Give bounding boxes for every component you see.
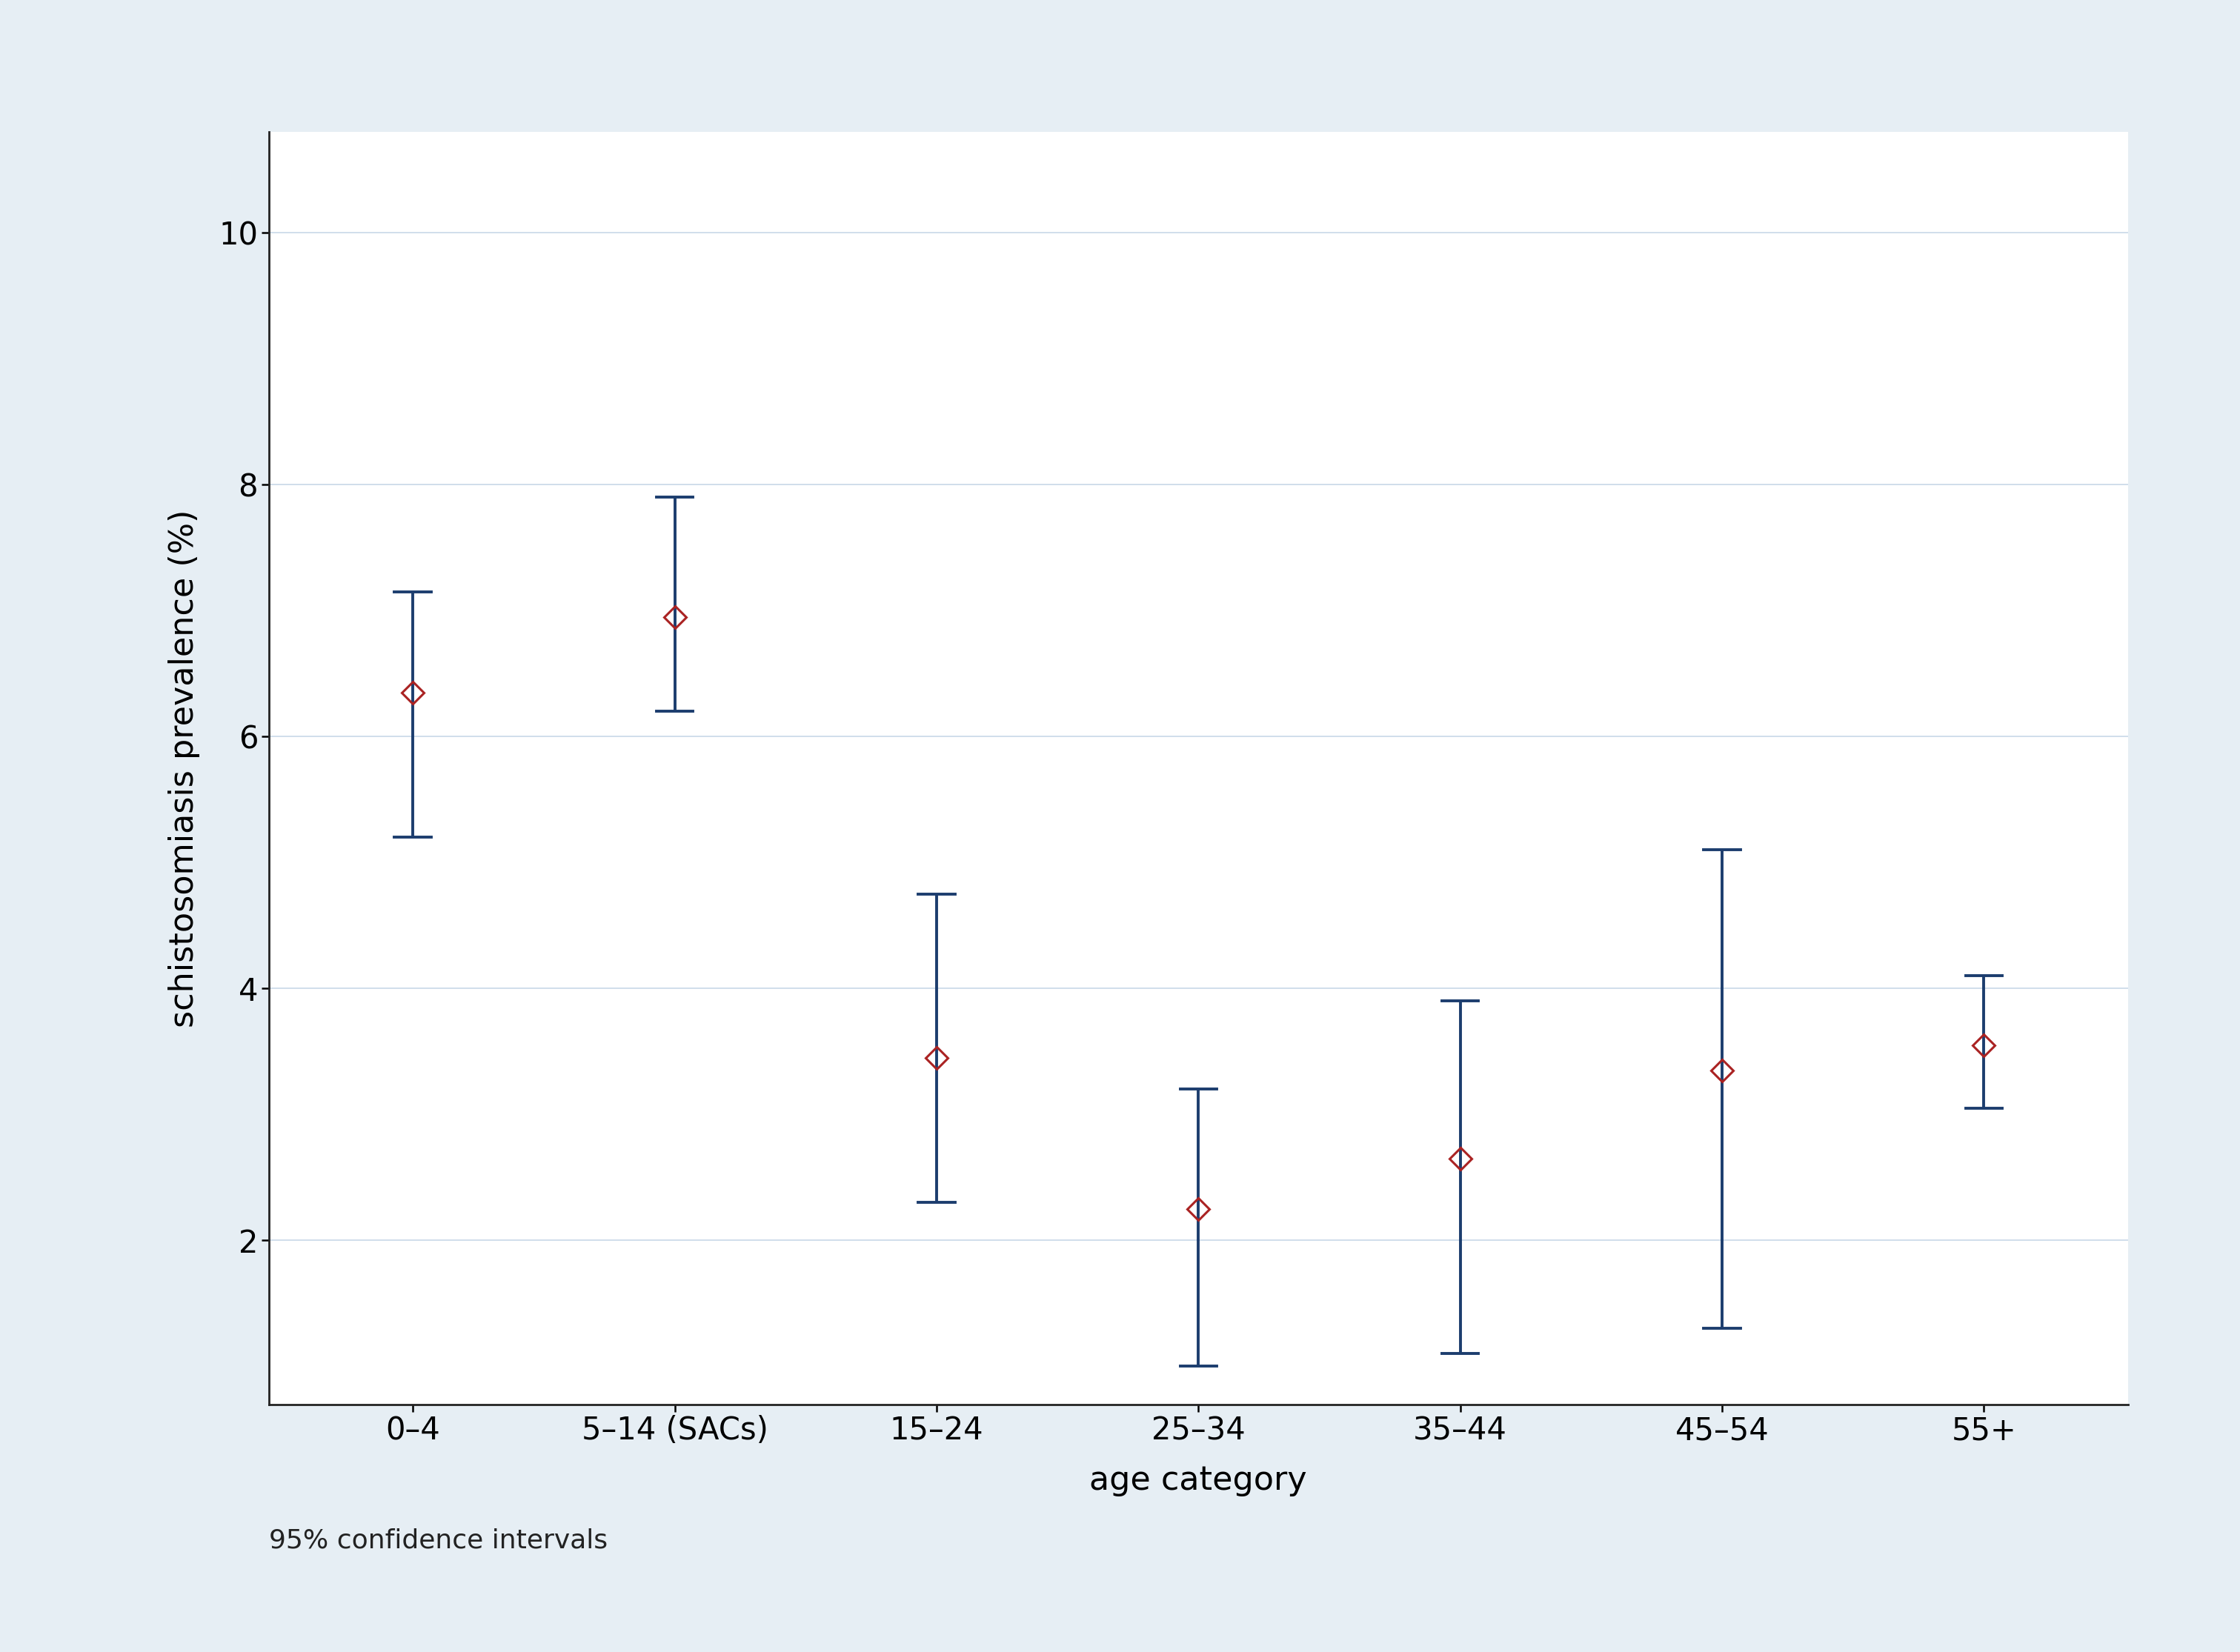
Y-axis label: schistosomiasis prevalence (%): schistosomiasis prevalence (%) (168, 509, 199, 1028)
X-axis label: age category: age category (1089, 1465, 1308, 1497)
Text: 95% confidence intervals: 95% confidence intervals (269, 1528, 607, 1553)
